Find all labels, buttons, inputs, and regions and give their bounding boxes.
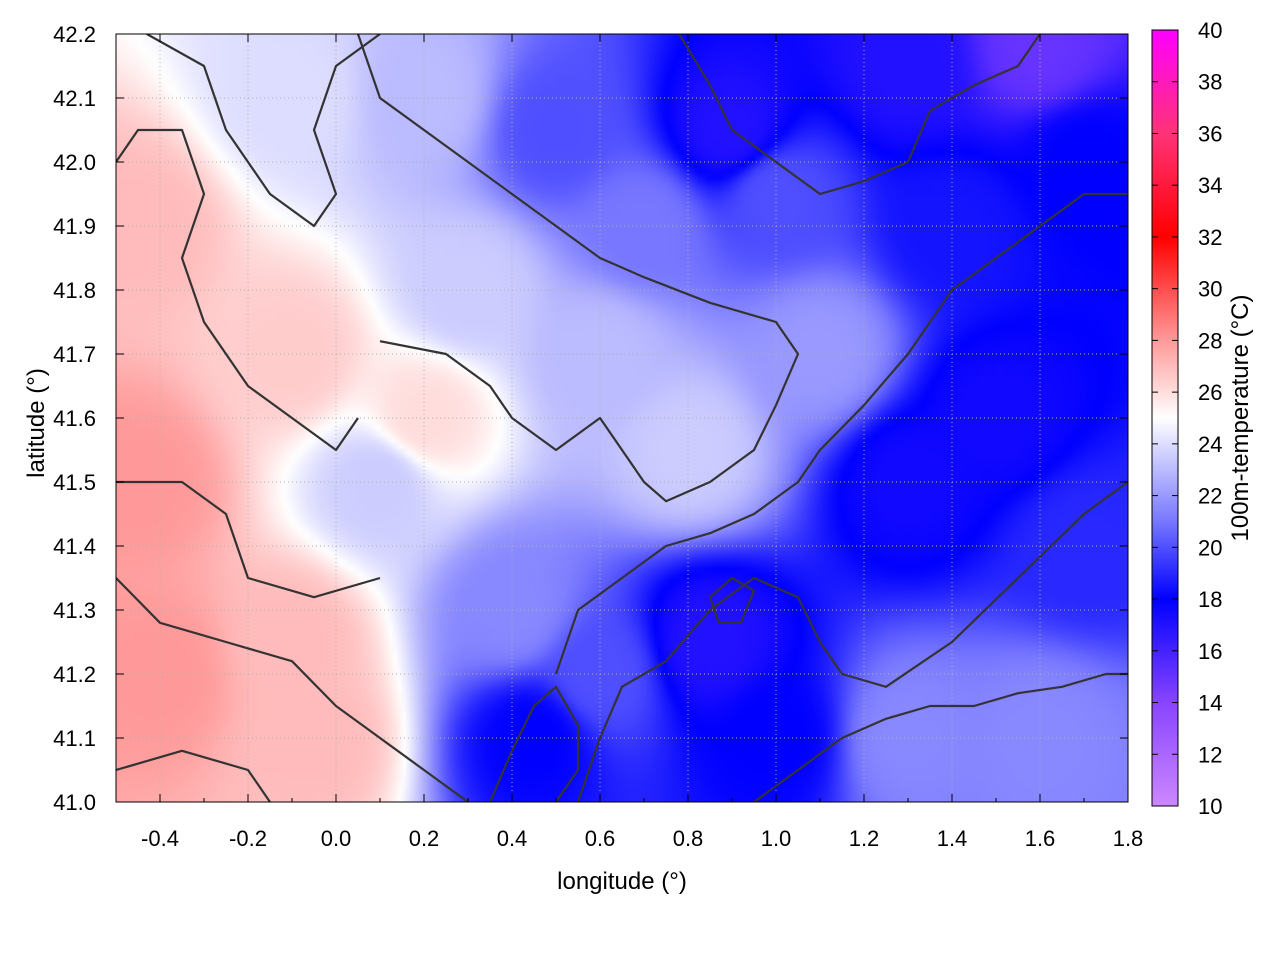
colorbar-ramp — [1151, 29, 1179, 807]
contour-line — [678, 34, 1041, 196]
contour-lines — [116, 34, 1128, 802]
colorbar-tick-label: 32 — [1198, 225, 1222, 250]
x-tick-label: 0.0 — [321, 826, 352, 851]
colorbar-tick-label: 36 — [1198, 121, 1222, 146]
y-tick-label: 42.2 — [53, 22, 96, 47]
colorbar-tick-label: 20 — [1198, 535, 1222, 560]
y-tick-label: 41.3 — [53, 598, 96, 623]
contour-line — [554, 192, 1128, 675]
y-axis-label: latitude (°) — [23, 368, 50, 478]
colorbar-tick-label: 10 — [1198, 794, 1222, 819]
colorbar-tick-label: 34 — [1198, 173, 1222, 198]
contour-line — [116, 577, 469, 802]
y-tick-label: 41.8 — [53, 278, 96, 303]
y-tick-label: 41.1 — [53, 726, 96, 751]
colorbar-tick-label: 38 — [1198, 70, 1222, 95]
colorbar-tick-label: 24 — [1198, 432, 1222, 457]
x-tick-label: 1.2 — [849, 826, 880, 851]
y-tick-label: 41.5 — [53, 470, 96, 495]
colorbar-tick-label: 22 — [1198, 484, 1222, 509]
x-tick-label: -0.2 — [229, 826, 267, 851]
colorbar-tick-label: 40 — [1198, 18, 1222, 43]
y-tick-label: 41.9 — [53, 214, 96, 239]
x-axis: -0.4 -0.2 0.0 0.2 0.4 0.6 0.8 1.0 1.2 1.4 1.6 1.8 — [115, 34, 1144, 851]
x-tick-label: 0.4 — [497, 826, 528, 851]
y-tick-label: 41.0 — [53, 790, 96, 815]
x-tick-label: -0.4 — [141, 826, 179, 851]
y-tick-label: 41.4 — [53, 534, 96, 559]
x-axis-label: longitude (°) — [557, 868, 687, 895]
colorbar-tick-label: 12 — [1198, 742, 1222, 767]
y-tick-label: 41.7 — [53, 342, 96, 367]
contour-line — [356, 34, 800, 503]
contour-line — [576, 481, 1128, 802]
contour-line — [116, 749, 271, 802]
x-tick-label: 1.6 — [1025, 826, 1056, 851]
contour-line — [146, 34, 381, 228]
contour-line — [116, 128, 359, 452]
contour-line — [753, 672, 1128, 802]
colorbar-tick-label: 18 — [1198, 587, 1222, 612]
colorbar-tick-label: 16 — [1198, 639, 1222, 664]
y-axis: 41.0 41.1 41.2 41.3 41.4 41.5 41.6 41.7 41.8 41.9… — [53, 22, 1128, 815]
x-tick-label: 1.8 — [1113, 826, 1144, 851]
contour-line — [488, 685, 580, 802]
contour-line — [708, 576, 756, 624]
x-tick-label: 0.6 — [585, 826, 616, 851]
colorbar-ticks: 10 12 14 16 18 20 22 24 26 28 30 32 34 36 38 40 — [1152, 18, 1222, 819]
x-tick-label: 1.0 — [761, 826, 792, 851]
x-tick-label: 1.4 — [937, 826, 968, 851]
colorbar-tick-label: 28 — [1198, 328, 1222, 353]
colorbar-tick-label: 30 — [1198, 277, 1222, 302]
x-tick-label: 0.8 — [673, 826, 704, 851]
y-tick-label: 42.1 — [53, 86, 96, 111]
plot-area — [116, 34, 1128, 802]
colorbar-tick-label: 14 — [1198, 691, 1222, 716]
grid-lines — [116, 34, 1128, 802]
y-tick-label: 42.0 — [53, 150, 96, 175]
x-tick-label: 0.2 — [409, 826, 440, 851]
colorbar-label: 100m-temperature (°C) — [1227, 294, 1254, 541]
contour-line — [116, 480, 381, 599]
colorbar-tick-label: 26 — [1198, 380, 1222, 405]
y-tick-label: 41.6 — [53, 406, 96, 431]
y-tick-label: 41.2 — [53, 662, 96, 687]
colorbar: 10 12 14 16 18 20 22 24 26 28 30 32 34 36 38 40 100m-te… — [1151, 18, 1254, 819]
